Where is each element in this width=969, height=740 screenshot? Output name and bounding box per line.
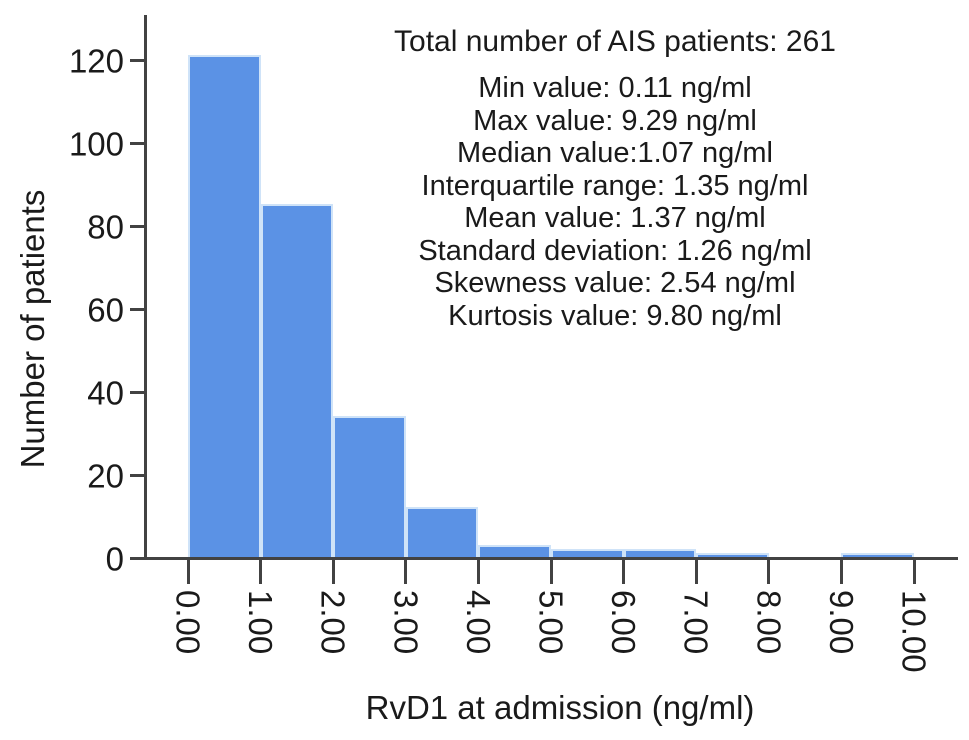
histogram-bar [478, 544, 551, 558]
y-tick-label: 60 [87, 291, 124, 328]
x-axis-tick [549, 560, 553, 584]
y-axis-tick [130, 59, 144, 62]
histogram-bar [551, 548, 624, 558]
histogram-bar [623, 548, 697, 558]
x-tick-label: 8.00 [750, 590, 788, 655]
histogram-bar [188, 54, 261, 558]
x-axis-tick [186, 560, 190, 584]
x-axis-title: RvD1 at admission (ng/ml) [365, 689, 755, 726]
x-tick-label: 1.00 [242, 590, 280, 655]
x-tick-label: 2.00 [314, 590, 352, 655]
x-axis-tick [622, 560, 626, 584]
y-tick-label: 20 [87, 457, 124, 494]
histogram-bar [260, 204, 334, 558]
x-tick-label: 6.00 [605, 590, 643, 655]
stats-annotation-line: Kurtosis value: 9.80 ng/ml [448, 299, 782, 332]
y-axis-tick [130, 474, 144, 477]
y-axis-tick [130, 557, 144, 560]
histogram-bar [405, 507, 479, 558]
x-tick-label: 10.00 [895, 590, 933, 673]
stats-annotation-line: Max value: 9.29 ng/ml [473, 104, 757, 137]
y-axis-tick [130, 225, 144, 228]
histogram-bar [333, 415, 406, 558]
stats-annotation-line: Standard deviation: 1.26 ng/ml [418, 234, 812, 267]
stats-annotation-line: Skewness value: 2.54 ng/ml [434, 267, 796, 299]
y-tick-label: 100 [68, 125, 124, 162]
stats-annotation-header: Total number of AIS patients: 261 [394, 25, 836, 58]
y-tick-label: 40 [87, 374, 124, 411]
x-axis-tick [331, 560, 335, 584]
y-tick-label: 120 [68, 42, 124, 79]
y-tick-label: 80 [87, 208, 124, 245]
histogram-bar [696, 552, 769, 558]
x-tick-label: 9.00 [822, 590, 860, 655]
x-tick-label: 3.00 [387, 590, 425, 655]
stats-annotation-line: Interquartile range: 1.35 ng/ml [421, 169, 809, 202]
y-axis-tick [130, 308, 144, 311]
stats-annotation-line: Median value:1.07 ng/ml [457, 137, 773, 169]
histogram-bar [841, 552, 914, 558]
x-axis-tick [912, 560, 916, 584]
y-axis-tick [130, 391, 144, 394]
x-tick-label: 7.00 [677, 590, 715, 655]
x-tick-label: 0.00 [169, 590, 207, 655]
x-axis-line [144, 557, 958, 560]
x-axis-tick [404, 560, 408, 584]
x-axis-tick [259, 560, 263, 584]
stats-annotation-line: Min value: 0.11 ng/ml [478, 72, 752, 104]
y-axis-tick [130, 142, 144, 145]
stats-annotation-line: Mean value: 1.37 ng/ml [464, 202, 766, 234]
x-axis-tick [839, 560, 843, 584]
y-axis-title: Number of patients [14, 189, 51, 469]
x-tick-label: 4.00 [459, 590, 497, 655]
x-axis-tick [694, 560, 698, 584]
y-axis-line [144, 15, 147, 560]
x-axis-tick [767, 560, 771, 584]
x-axis-tick [476, 560, 480, 584]
y-tick-label: 0 [105, 540, 124, 577]
x-tick-label: 5.00 [532, 590, 570, 655]
stats-annotation-block: Min value: 0.11 ng/ml Max value: 9.29 ng/… [330, 72, 900, 332]
